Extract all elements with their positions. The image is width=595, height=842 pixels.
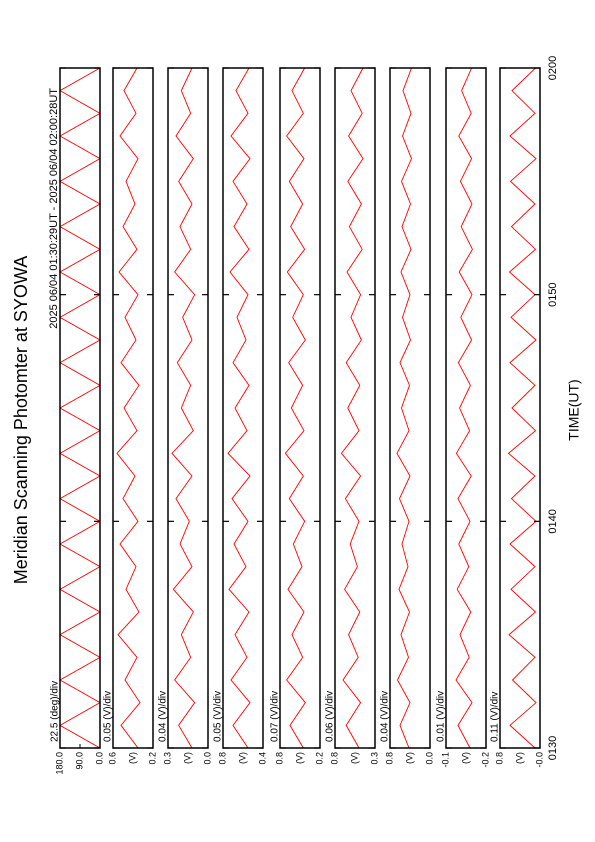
y-axis-label: (V) [127, 752, 137, 764]
panel-scale-label: 0.05 (V)/div [103, 691, 114, 742]
y-tick-label: 0.2 [147, 752, 157, 765]
y-tick-label: -0.1 [440, 752, 450, 768]
panel-scale-label: 22.5 (deg)/div [50, 681, 61, 742]
panel-frame [112, 67, 154, 749]
trace [340, 67, 364, 749]
y-tick-label: 0.8 [494, 752, 504, 765]
trace [396, 67, 412, 749]
y-tick-label: 0.8 [274, 752, 284, 765]
trace [59, 67, 101, 749]
y-tick-label: 0.2 [314, 752, 324, 765]
x-tick-label: 0150 [547, 282, 559, 306]
panel-scale-label: 0.07 (V)/div [270, 691, 281, 742]
panel-scale-label: 0.06 (V)/div [325, 691, 336, 742]
panel-scale-label: 0.01 (V)/div [436, 691, 447, 742]
panel-frame [279, 67, 321, 749]
y-axis-label: (V) [404, 752, 414, 764]
trace [116, 67, 141, 749]
y-axis-label: (V) [182, 752, 192, 764]
panel-frame [499, 67, 541, 749]
y-axis-label: (V) [237, 752, 247, 764]
y-axis-label: (V) [514, 752, 524, 764]
trace [507, 67, 537, 749]
panel-scale-label: 0.11 (V)/div [490, 692, 501, 742]
y-axis-label: (V) [349, 752, 359, 764]
y-tick-label: 90.0 [74, 752, 84, 770]
y-tick-label: 0.0 [94, 752, 104, 765]
y-tick-label: -0.0 [534, 752, 544, 768]
y-axis-label: (V) [294, 752, 304, 764]
y-tick-label: 0.0 [424, 752, 434, 765]
x-tick-label: 0140 [547, 509, 559, 533]
y-tick-label: 0.0 [202, 752, 212, 765]
y-tick-label: 180.0 [54, 752, 64, 775]
panel-scale-label: 0.04 (V)/div [380, 691, 391, 742]
trace [455, 67, 473, 749]
y-axis-label: (V) [460, 752, 470, 764]
panel-scale-label: 0.04 (V)/div [158, 691, 169, 742]
subtitle: 2025 06/04 01:30:29UT - 2025 06/04 02:00… [48, 88, 60, 329]
x-axis-label: TIME(UT) [566, 379, 582, 440]
y-tick-label: -0.2 [480, 752, 490, 768]
panel-scale-label: 0.05 (V)/div [213, 691, 224, 742]
panel-frame [167, 67, 209, 749]
y-tick-label: 0.8 [329, 752, 339, 765]
trace [284, 67, 306, 749]
rotated-plot: Meridian Scanning Photomter at SYOWA 202… [11, 56, 582, 775]
y-tick-label: 0.6 [107, 752, 117, 765]
y-tick-label: 0.3 [369, 752, 379, 765]
title: Meridian Scanning Photomter at SYOWA [11, 256, 31, 584]
panel-frame [389, 67, 431, 749]
y-tick-label: 0.8 [384, 752, 394, 765]
panel-frame [222, 67, 264, 749]
trace [171, 67, 196, 749]
x-tick-label: 0200 [547, 56, 559, 80]
y-tick-label: 0.4 [257, 752, 267, 765]
y-tick-label: 0.3 [162, 752, 172, 765]
panel-frame [334, 67, 376, 749]
panel-frame [445, 67, 487, 749]
x-tick-label: 0130 [547, 736, 559, 760]
y-tick-label: 0.8 [217, 752, 227, 765]
trace [227, 67, 251, 749]
